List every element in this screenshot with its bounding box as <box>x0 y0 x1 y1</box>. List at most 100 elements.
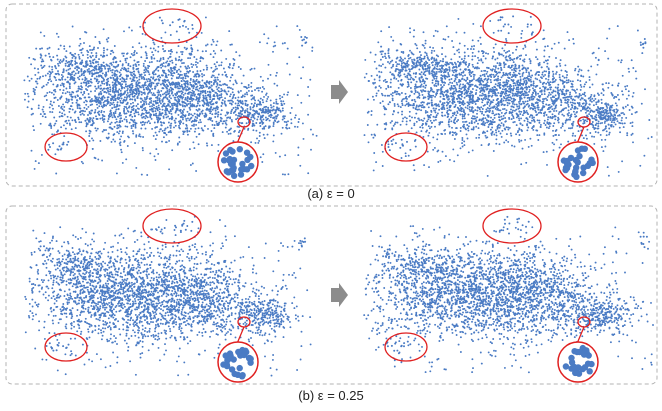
scatter-point <box>187 102 190 105</box>
scatter-point <box>276 107 279 110</box>
scatter-point <box>216 108 219 111</box>
scatter-point <box>182 62 185 64</box>
scatter-point <box>304 36 307 38</box>
scatter-point <box>455 81 458 84</box>
scatter-point <box>405 100 408 103</box>
scatter-point <box>116 127 119 130</box>
scatter-point <box>123 107 126 110</box>
scatter-point <box>499 78 502 81</box>
scatter-point <box>477 39 480 42</box>
scatter-point <box>513 57 516 60</box>
scatter-point <box>102 120 105 123</box>
scatter-point <box>485 97 488 100</box>
scatter-point <box>152 114 155 117</box>
scatter-point <box>498 53 501 56</box>
scatter-point <box>274 151 277 154</box>
scatter-point <box>384 108 386 111</box>
scatter-point <box>181 112 184 115</box>
scatter-point <box>448 109 451 111</box>
scatter-point <box>228 66 231 69</box>
scatter-point <box>181 50 184 53</box>
scatter-point <box>119 125 122 128</box>
scatter-point <box>505 109 508 112</box>
scatter-point <box>102 47 105 50</box>
scatter-point <box>100 70 103 73</box>
scatter-point <box>397 86 400 89</box>
scatter-point <box>269 99 272 102</box>
scatter-point <box>88 135 91 137</box>
scatter-point <box>220 109 223 112</box>
scatter-point <box>472 75 475 78</box>
scatter-point <box>266 42 269 45</box>
scatter-point <box>216 67 218 70</box>
scatter-point <box>60 105 63 108</box>
scatter-point <box>38 77 41 80</box>
scatter-point <box>70 128 73 131</box>
scatter-point <box>463 57 466 60</box>
scatter-point <box>479 94 481 97</box>
scatter-point <box>103 96 106 99</box>
scatter-point <box>163 69 166 72</box>
scatter-point <box>57 35 60 38</box>
scatter-point <box>145 103 148 105</box>
scatter-point <box>196 109 199 112</box>
scatter-point <box>515 67 518 70</box>
scatter-point <box>457 107 460 110</box>
scatter-point <box>459 104 462 107</box>
scatter-point <box>180 73 183 76</box>
scatter-point <box>395 93 398 96</box>
scatter-point <box>445 104 448 107</box>
scatter-point <box>214 68 217 71</box>
scatter-point <box>127 110 130 113</box>
scatter-point <box>113 115 116 118</box>
scatter-point <box>505 139 508 142</box>
scatter-point <box>122 52 125 55</box>
scatter-point <box>422 96 425 99</box>
scatter-point <box>152 134 155 137</box>
scatter-point <box>101 72 104 75</box>
scatter-point <box>140 86 142 89</box>
scatter-point <box>512 61 515 64</box>
scatter-point <box>165 93 168 96</box>
scatter-point <box>285 126 288 129</box>
scatter-point <box>459 80 462 82</box>
scatter-point <box>107 132 110 135</box>
scatter-point <box>461 77 464 80</box>
scatter-point <box>101 89 104 92</box>
scatter-point <box>175 63 177 66</box>
scatter-point <box>381 100 384 103</box>
scatter-point <box>247 127 250 130</box>
scatter-point <box>228 86 231 89</box>
scatter-point <box>225 119 228 122</box>
scatter-point <box>226 75 228 78</box>
scatter-point <box>182 130 185 133</box>
scatter-point <box>163 122 166 125</box>
scatter-point <box>53 116 56 119</box>
scatter-point <box>517 72 520 75</box>
scatter-point <box>515 74 518 77</box>
scatter-point <box>132 120 135 123</box>
scatter-point <box>519 75 522 78</box>
scatter-point <box>106 78 108 81</box>
scatter-point <box>464 86 467 88</box>
scatter-point <box>272 50 274 53</box>
scatter-point <box>432 115 435 118</box>
scatter-point <box>507 76 510 79</box>
scatter-point <box>420 57 423 60</box>
scatter-point <box>89 84 92 87</box>
scatter-point <box>51 133 54 136</box>
scatter-point <box>257 141 260 144</box>
scatter-point <box>224 114 227 117</box>
scatter-point <box>113 45 116 47</box>
scatter-point <box>153 104 155 107</box>
scatter-point <box>214 109 217 112</box>
scatter-point <box>391 120 393 123</box>
scatter-point <box>434 125 436 128</box>
scatter-point <box>508 88 511 90</box>
scatter-point <box>418 68 421 71</box>
scatter-point <box>240 82 243 85</box>
scatter-point <box>48 75 51 78</box>
scatter-point <box>413 98 416 101</box>
scatter-point <box>489 88 492 91</box>
scatter-point <box>97 85 100 88</box>
